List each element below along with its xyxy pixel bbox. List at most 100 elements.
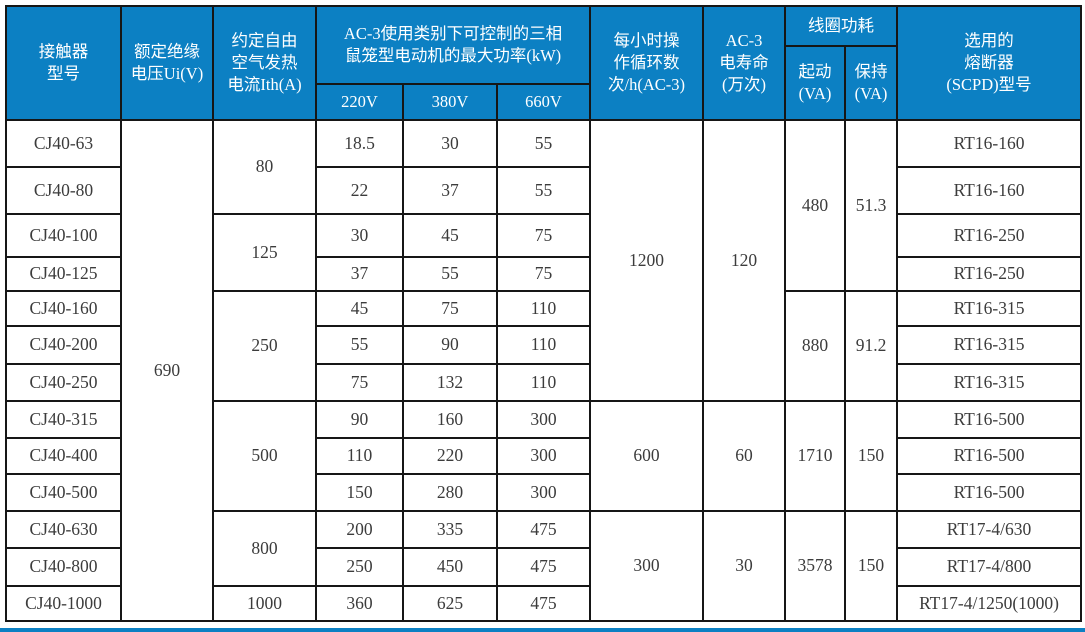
cell-kw-220v: 37 [315,256,404,292]
header-insulation-voltage: 额定绝缘 电压Ui(V) [120,5,214,121]
table-row: CJ40-630 800 200 335 475 300 30 3578 150… [5,510,1083,622]
cell-cycles-group: 600 [589,400,705,512]
cell-kw-660v: 300 [495,400,592,439]
cell-insulation-voltage: 690 [120,119,214,622]
cell-pickup-group: 3578 [784,510,847,622]
cell-kw-380v: 75 [402,290,498,327]
cell-model: CJ40-400 [5,437,122,475]
cell-fuse: RT16-250 [896,256,1083,292]
cell-kw-660v: 300 [495,473,592,512]
cell-kw-220v: 90 [315,400,404,439]
cell-thermal-current-group: 80 [212,119,317,215]
cell-kw-660v: 475 [495,585,592,622]
cell-model: CJ40-125 [5,256,122,292]
cell-kw-380v: 90 [402,325,498,365]
cell-kw-220v: 200 [315,510,404,549]
cell-kw-220v: 110 [315,437,404,475]
cell-fuse: RT16-250 [896,213,1083,258]
cell-hold-group: 51.3 [844,119,899,292]
table-row: CJ40-125 37 55 75 RT16-250 [5,256,1083,292]
cell-kw-220v: 360 [315,585,404,622]
table-row: CJ40-500 150 280 300 RT16-500 [5,473,1083,512]
cell-kw-380v: 220 [402,437,498,475]
cell-fuse: RT16-160 [896,119,1083,168]
cell-kw-220v: 30 [315,213,404,258]
cell-thermal-current-group: 125 [212,213,317,292]
cell-life-group: 30 [702,510,787,622]
cell-kw-660v: 55 [495,119,592,168]
header-model: 接触器 型号 [5,5,122,121]
header-fuse-model: 选用的 熔断器 (SCPD)型号 [896,5,1083,121]
cell-life-group: 120 [702,119,787,402]
cell-fuse: RT16-500 [896,400,1083,439]
cell-kw-220v: 45 [315,290,404,327]
header-max-power-group: AC-3使用类别下可控制的三相 鼠笼型电动机的最大功率(kW) [314,5,592,85]
cell-model: CJ40-100 [5,213,122,258]
header-380v: 380V [402,83,498,121]
bottom-accent-strip [0,628,1085,632]
cell-model: CJ40-80 [5,166,122,215]
cell-model: CJ40-315 [5,400,122,439]
table-row: CJ40-400 110 220 300 RT16-500 [5,437,1083,475]
cell-kw-380v: 160 [402,400,498,439]
cell-fuse: RT16-315 [896,325,1083,365]
cell-fuse: RT17-4/800 [896,547,1083,587]
cell-model: CJ40-63 [5,119,122,168]
header-coil-pickup: 起动 (VA) [784,45,847,121]
table-row: CJ40-160 250 45 75 110 880 91.2 RT16-315 [5,290,1083,402]
table-row: CJ40-100 125 30 45 75 RT16-250 [5,213,1083,292]
header-row-1: 接触器 型号 额定绝缘 电压Ui(V) 约定自由 空气发热 电流Ith(A) A… [5,5,1083,121]
header-220v: 220V [315,83,404,121]
table-body: CJ40-63 690 80 18.5 30 55 1200 120 480 5… [5,119,1083,622]
header-coil-consumption-group: 线圈功耗 [784,5,899,47]
cell-thermal-current-group: 500 [212,400,317,512]
cell-hold-group: 150 [844,400,899,512]
header-row-2: 起动 (VA) 保持 (VA) [6,45,1081,121]
cell-fuse: RT16-160 [896,166,1083,215]
cell-kw-220v: 75 [315,363,404,402]
cell-kw-380v: 30 [402,119,498,168]
cell-model: CJ40-200 [5,325,122,365]
cell-life-group: 60 [702,400,787,512]
cell-fuse: RT16-500 [896,473,1083,512]
cell-kw-220v: 250 [315,547,404,587]
cell-model: CJ40-250 [5,363,122,402]
cell-kw-660v: 110 [495,290,592,327]
cell-fuse: RT17-4/630 [896,510,1083,549]
table-row: CJ40-800 250 450 475 RT17-4/800 [5,547,1083,587]
table-row: CJ40-1000 1000 360 625 475 RT17-4/1250(1… [5,585,1083,622]
cell-pickup-group: 480 [784,119,847,292]
cell-kw-380v: 335 [402,510,498,549]
table-row: CJ40-250 75 132 110 RT16-315 [5,363,1083,402]
cell-fuse: RT17-4/1250(1000) [896,585,1083,622]
cell-model: CJ40-800 [5,547,122,587]
cell-pickup-group: 880 [784,290,847,402]
cell-kw-380v: 55 [402,256,498,292]
table-row: CJ40-315 500 90 160 300 600 60 1710 150 … [5,400,1083,512]
cell-kw-220v: 18.5 [315,119,404,168]
cell-model: CJ40-160 [5,290,122,327]
cell-hold-group: 91.2 [844,290,899,402]
cell-thermal-current-group: 800 [212,510,317,587]
cell-kw-660v: 75 [495,256,592,292]
cell-thermal-current-group: 250 [212,290,317,402]
table-row: CJ40-80 22 37 55 RT16-160 [5,166,1083,215]
table-row: CJ40-200 55 90 110 RT16-315 [5,325,1083,365]
cell-cycles-group: 300 [589,510,705,622]
cell-model: CJ40-500 [5,473,122,512]
contactor-spec-table: 接触器 型号 额定绝缘 电压Ui(V) 约定自由 空气发热 电流Ith(A) A… [5,5,1083,622]
cell-thermal-current-group: 1000 [212,585,317,622]
cell-kw-660v: 110 [495,363,592,402]
cell-hold-group: 150 [844,510,899,622]
cell-kw-220v: 22 [315,166,404,215]
cell-fuse: RT16-315 [896,363,1083,402]
cell-kw-380v: 45 [402,213,498,258]
cell-kw-380v: 132 [402,363,498,402]
cell-kw-660v: 300 [495,437,592,475]
cell-kw-220v: 150 [315,473,404,512]
header-thermal-current: 约定自由 空气发热 电流Ith(A) [212,5,317,121]
table-row: CJ40-63 690 80 18.5 30 55 1200 120 480 5… [5,119,1083,622]
table-header: 接触器 型号 额定绝缘 电压Ui(V) 约定自由 空气发热 电流Ith(A) A… [5,5,1083,121]
header-660v: 660V [495,83,592,121]
cell-kw-220v: 55 [315,325,404,365]
